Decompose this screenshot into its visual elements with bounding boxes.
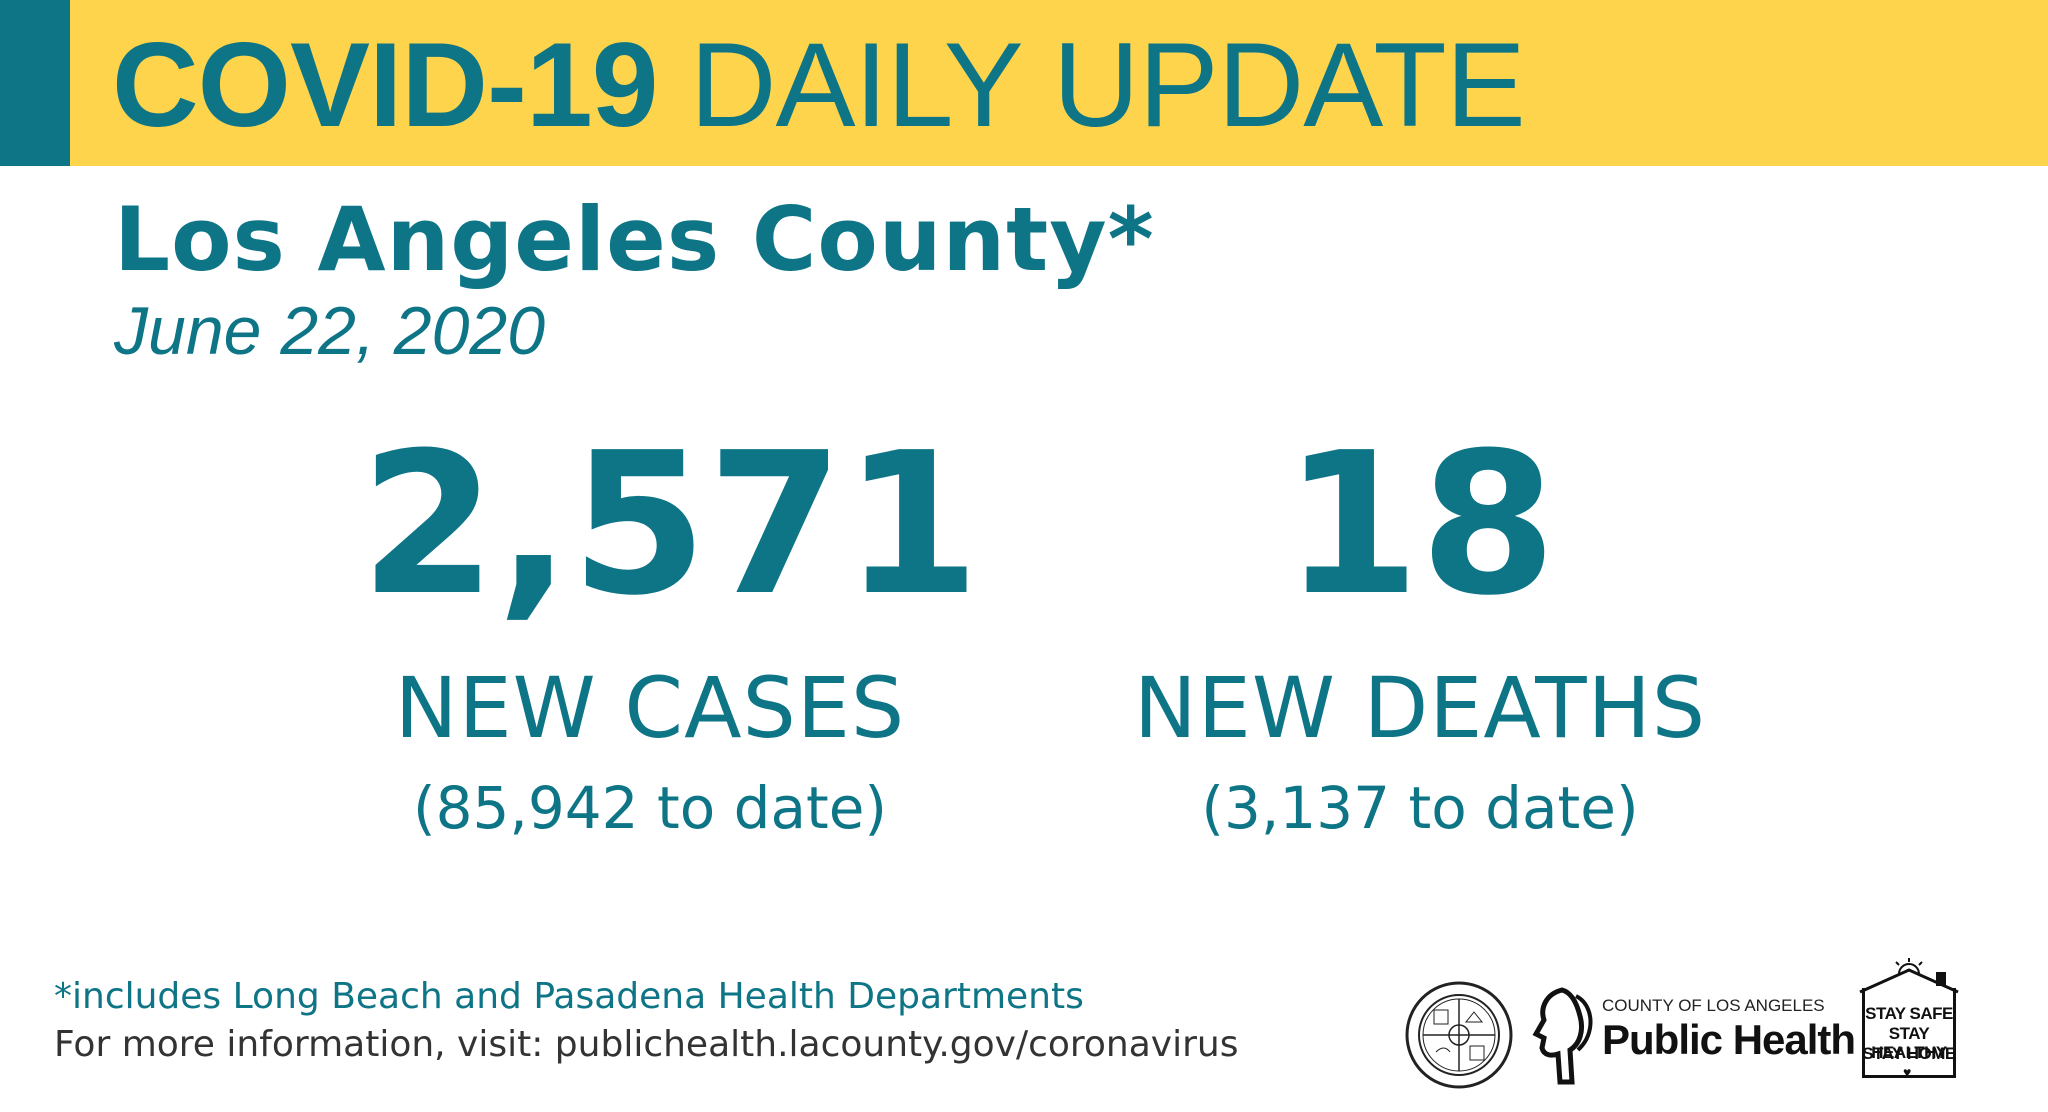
header-banner: COVID-19 DAILY UPDATE <box>0 0 2048 166</box>
stay-box <box>1862 988 1956 1078</box>
deaths-stat: 18 NEW DEATHS (3,137 to date) <box>1120 420 1720 846</box>
title-bold: COVID-19 <box>112 18 658 152</box>
house-sun-icon <box>1859 958 1959 994</box>
report-date: June 22, 2020 <box>114 293 546 369</box>
public-health-small-text: COUNTY OF LOS ANGELES <box>1602 996 1825 1015</box>
new-cases-number: 2,571 <box>360 411 980 639</box>
stay-safe-text: STAY SAFE <box>1865 1004 1953 1023</box>
stay-safe-logo: STAY SAFE STAY HEALTHY STAY HOME ♥ <box>1856 958 1966 1086</box>
stay-healthy-text: STAY HEALTHY <box>1871 1024 1947 1062</box>
stay-home-text: STAY HOME <box>1862 1044 1956 1063</box>
profile-faces-icon <box>1532 987 1593 1085</box>
new-deaths-label: NEW DEATHS <box>1133 659 1707 757</box>
cases-to-date: (85,942 to date) <box>412 774 888 842</box>
public-health-logo: COUNTY OF LOS ANGELES Public Health <box>1532 986 1856 1086</box>
deaths-to-date: (3,137 to date) <box>1201 774 1639 842</box>
more-info-link-text: For more information, visit: publichealt… <box>54 1024 1239 1065</box>
banner-accent-bar <box>0 0 70 166</box>
cases-stat: 2,571 NEW CASES (85,942 to date) <box>360 411 980 846</box>
page-title: COVID-19 DAILY UPDATE <box>112 18 1526 152</box>
county-seal-icon <box>1405 981 1513 1089</box>
new-deaths-number: 18 <box>1283 411 1557 639</box>
new-cases-label: NEW CASES <box>394 659 906 757</box>
footnote: *includes Long Beach and Pasadena Health… <box>54 976 1084 1017</box>
title-regular: DAILY UPDATE <box>689 18 1526 152</box>
heart-icon: ♥ <box>1903 1064 1912 1080</box>
region-name: Los Angeles County* <box>114 188 1155 291</box>
public-health-big-text: Public Health <box>1602 1016 1856 1063</box>
